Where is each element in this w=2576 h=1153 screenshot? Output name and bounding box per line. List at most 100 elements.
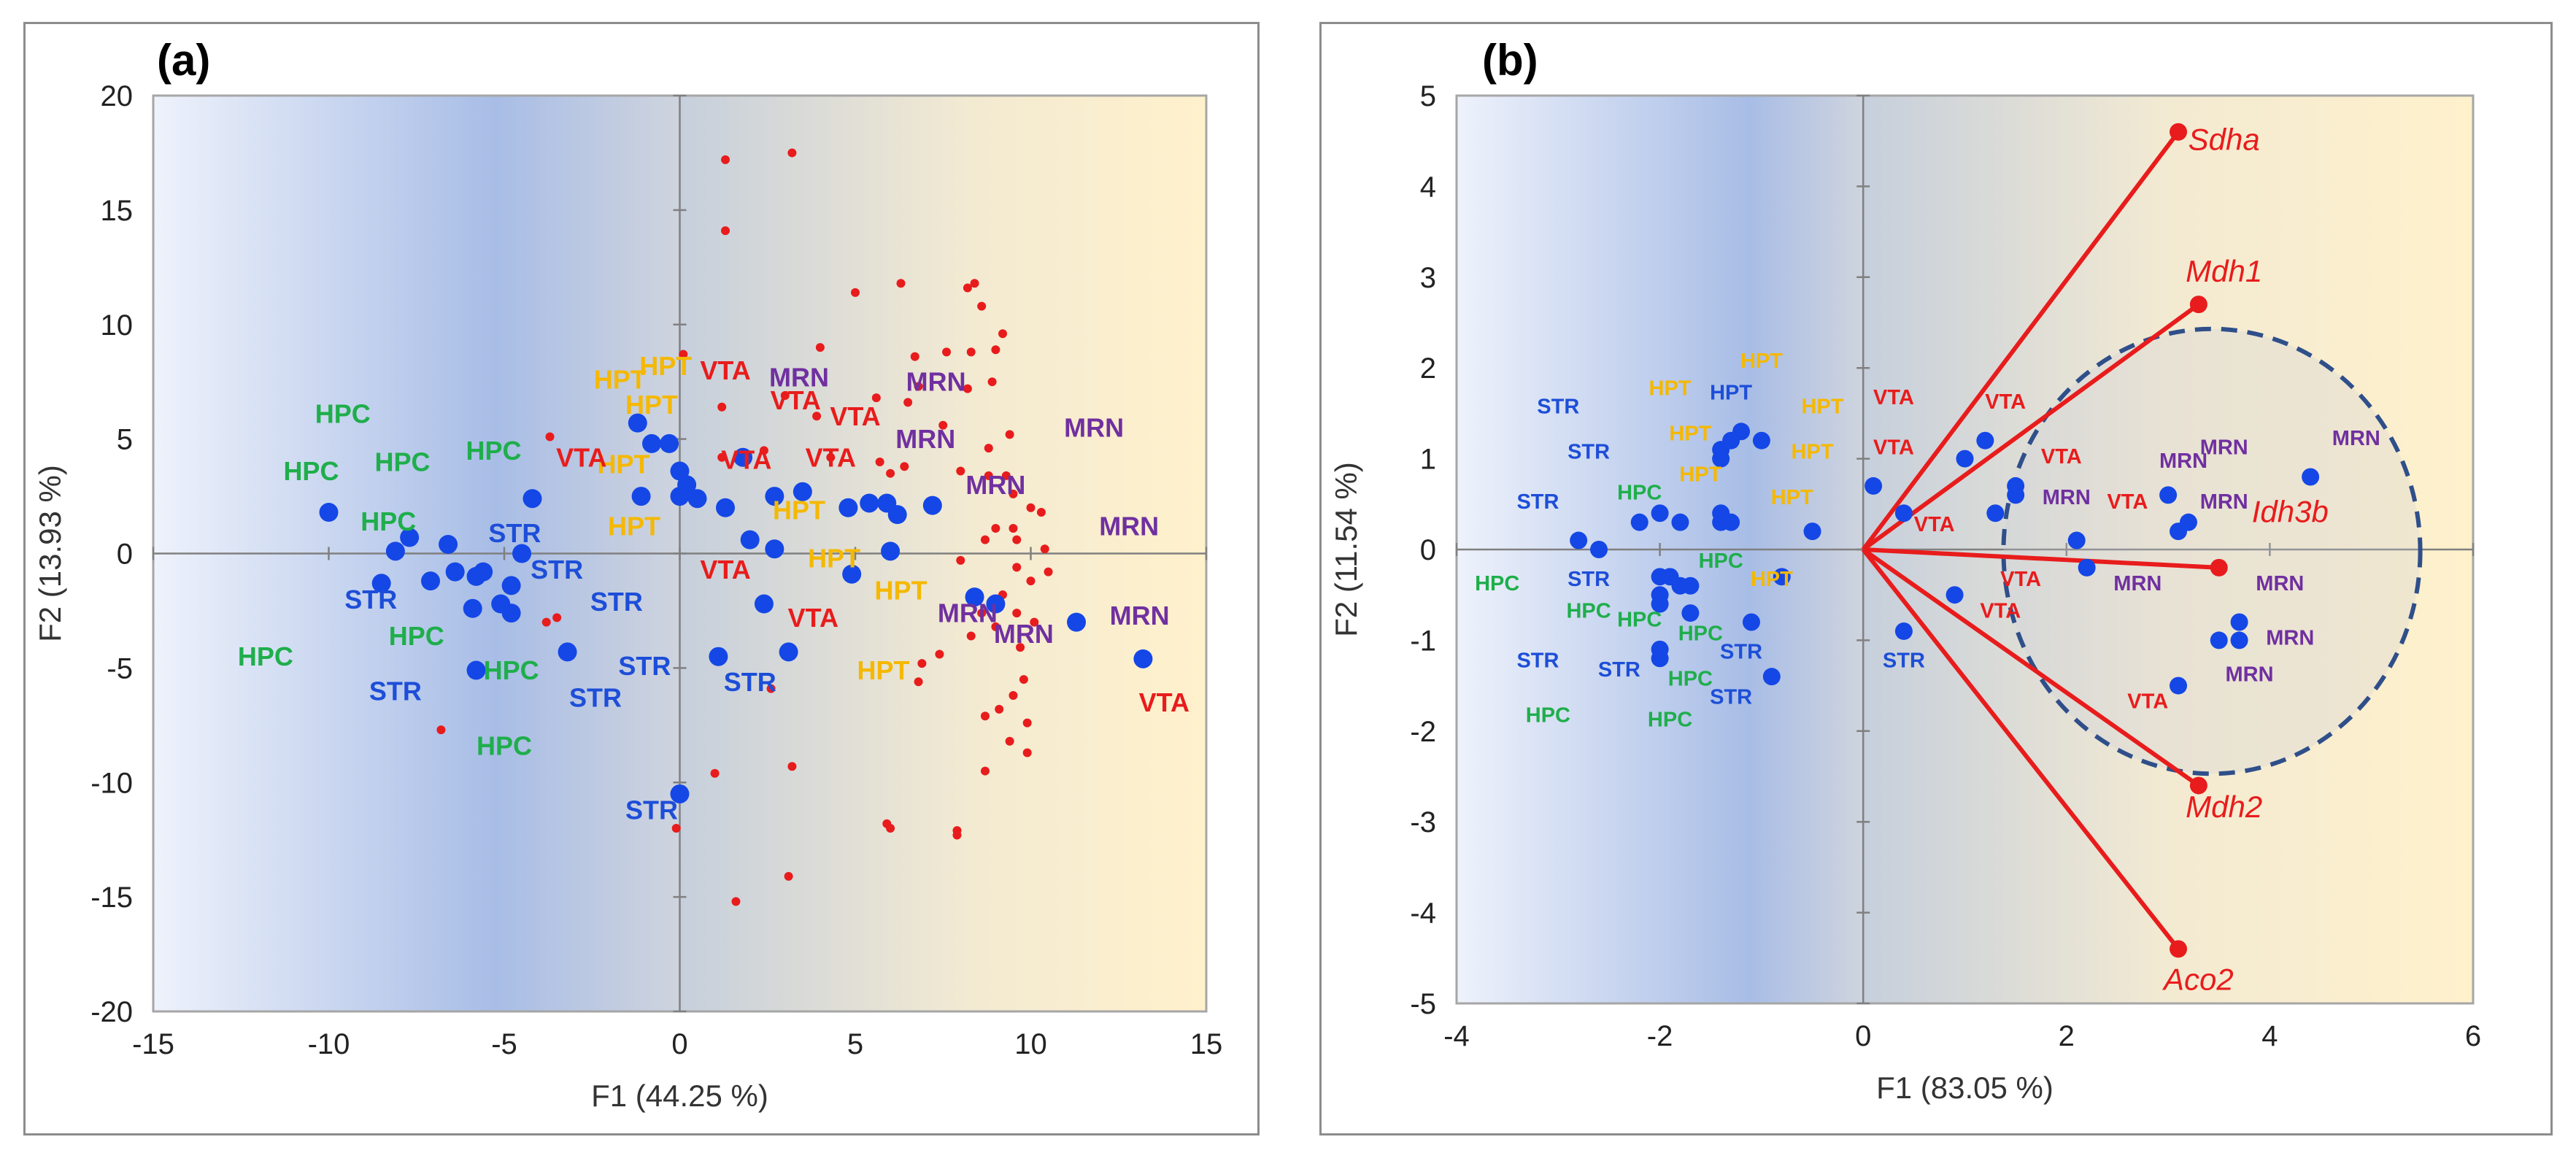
point-label-mrn: MRN [2266, 627, 2314, 650]
data-point-blue [965, 587, 984, 607]
x-tick-label: 15 [1190, 1028, 1223, 1060]
loading-vector-aco2 [1861, 548, 2180, 951]
data-point-blue [660, 433, 679, 453]
data-point-red [995, 704, 1004, 714]
point-label-vta: VTA [1985, 390, 2026, 414]
data-point-red [545, 432, 555, 441]
data-point-blue [1976, 431, 1994, 450]
data-point-blue [716, 498, 736, 517]
data-point-red [980, 712, 990, 721]
data-point-red [717, 402, 727, 412]
data-point-red [787, 148, 797, 158]
data-point-red [1009, 523, 1018, 533]
point-label-str: STR [590, 587, 643, 617]
data-point-red [914, 382, 923, 391]
loading-vector-mdh2 [1862, 547, 2200, 787]
point-label-vta: VTA [771, 385, 821, 415]
point-label-mrn: MRN [1110, 601, 1170, 631]
x-tick-label: -4 [1443, 1020, 1470, 1052]
point-label-hpc: HPC [466, 436, 522, 466]
data-point-blue [887, 505, 907, 525]
y-axis-title-a: F2 (13.93 %) [33, 465, 67, 642]
data-point-red [731, 897, 741, 906]
point-label-hpt: HPT [1740, 350, 1783, 373]
data-point-blue [522, 489, 542, 509]
x-tick-label: -10 [308, 1028, 350, 1060]
data-point-blue [1661, 568, 1679, 586]
point-label-vta: VTA [2000, 568, 2041, 591]
point-label-hpt: HPT [598, 450, 650, 479]
y-tick-label: -5 [1410, 988, 1436, 1020]
point-label-hpt: HPT [1771, 486, 1813, 509]
point-label-mrn: MRN [2113, 572, 2162, 595]
data-point-red [910, 352, 919, 361]
x-tick-label: 0 [1855, 1020, 1871, 1052]
y-tick-label: 15 [101, 195, 134, 227]
point-label-str: STR [724, 667, 776, 697]
point-label-hpt: HPT [808, 543, 860, 573]
data-point-red [998, 329, 1008, 339]
data-point-blue [2302, 468, 2320, 486]
data-point-red [935, 649, 944, 659]
point-label-mrn: MRN [1099, 511, 1159, 541]
y-axis-title-b: F2 (11.54 %) [1329, 462, 1363, 637]
data-point-blue [1732, 423, 1751, 441]
data-point-red [812, 412, 822, 421]
point-label-vta: VTA [1873, 386, 1914, 409]
point-label-mrn: MRN [895, 424, 955, 454]
cluster-ellipse [2001, 326, 2423, 776]
point-label-hpc: HPC [1648, 709, 1692, 732]
x-tick-label: 2 [2059, 1020, 2075, 1052]
y-tick-label: 3 [1420, 262, 1436, 294]
data-point-red [759, 446, 768, 455]
data-point-blue [1773, 568, 1791, 586]
y-tick-label: -5 [107, 652, 133, 685]
x-tick-label: -5 [491, 1028, 517, 1060]
point-label-str: STR [618, 651, 671, 681]
y-tick-label: 20 [101, 80, 134, 112]
y-tick-label: -2 [1410, 716, 1436, 748]
data-point-red [721, 226, 730, 236]
data-point-blue [474, 562, 493, 582]
data-point-blue [860, 493, 879, 513]
point-label-vta: VTA [2127, 690, 2168, 714]
data-point-blue [765, 539, 784, 559]
vector-label-idh3b: Idh3b [2252, 495, 2329, 529]
data-point-red [1022, 748, 1032, 757]
x-axis-title-a: F1 (44.25 %) [591, 1079, 768, 1113]
data-point-red [710, 768, 720, 778]
point-label-hpc: HPC [1678, 622, 1723, 645]
point-label-hpt: HPT [1679, 463, 1721, 487]
x-axis-title-b: F1 (83.05 %) [1876, 1071, 2054, 1105]
y-tick-label: 0 [1420, 534, 1436, 566]
data-point-red [977, 301, 987, 311]
point-label-vta: VTA [830, 401, 880, 431]
y-tick-label: -1 [1410, 625, 1436, 657]
panel-letter-b: (b) [1482, 36, 1538, 85]
vector-label-sdha: Sdha [2189, 123, 2260, 157]
data-point-blue [2179, 513, 2197, 531]
point-label-hpt: HPT [1751, 568, 1793, 591]
data-point-blue [1742, 613, 1760, 631]
data-point-red [851, 288, 860, 297]
data-point-blue [842, 564, 862, 584]
data-point-red [963, 283, 972, 293]
point-label-vta: VTA [1873, 436, 1914, 459]
point-label-hpt: HPT [1669, 423, 1711, 446]
data-point-red [875, 458, 884, 466]
y-tick-label: 2 [1420, 352, 1436, 385]
point-label-mrn: MRN [2043, 486, 2091, 509]
data-point-blue [1630, 513, 1648, 531]
vector-endpoint-mdh1 [2189, 296, 2207, 314]
x-tick-label: 10 [1014, 1028, 1047, 1060]
vector-label-mdh2: Mdh2 [2186, 790, 2262, 824]
data-point-red [1044, 567, 1053, 576]
data-point-red [1009, 489, 1018, 498]
data-point-blue [1671, 513, 1689, 531]
point-label-vta: VTA [788, 603, 838, 633]
point-label-str: STR [531, 555, 583, 585]
point-label-vta: VTA [2041, 445, 2082, 468]
point-label-str: STR [1516, 649, 1559, 673]
point-label-mrn: MRN [2200, 436, 2248, 459]
point-label-str: STR [488, 518, 541, 548]
